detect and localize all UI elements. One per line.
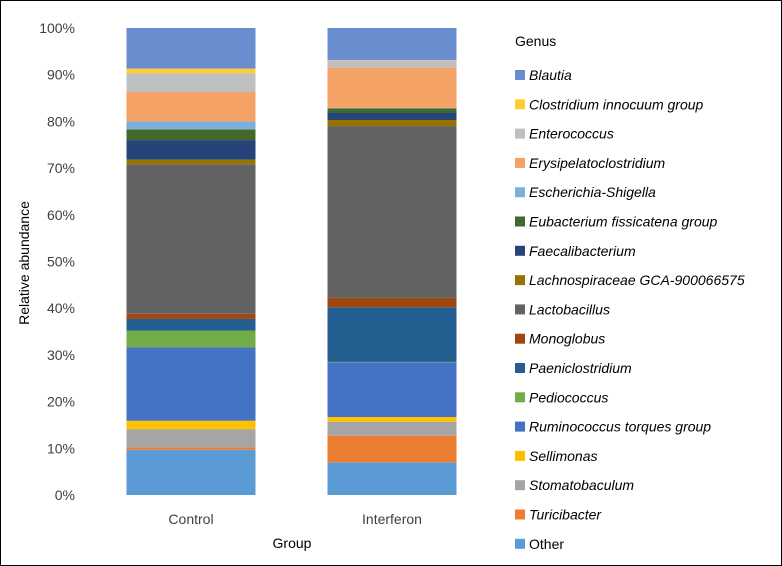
legend-label: Lactobacillus [529,301,610,317]
legend-swatch [515,538,525,549]
y-axis-title: Relative abundance [16,201,32,325]
legend-label: Blautia [529,67,572,83]
y-axis-ticks: 0% 10% 20% 30% 40% 50% 60% 70% 80% 90% 100% [39,20,75,503]
bar-segment [126,159,256,165]
legend-label: Pediococcus [529,389,608,405]
legend-swatch [515,216,525,227]
y-tick-label: 80% [47,113,75,129]
bar-segment [327,60,457,68]
x-axis-ticks: Control Interferon [168,511,422,527]
legend-label: Ruminococcus torques group [529,419,711,435]
legend-swatch [515,128,525,139]
bar-segment [327,126,457,298]
legend-swatch [515,333,525,344]
legend-swatch [515,187,525,198]
bar-segment [327,67,457,108]
bar-segment [327,362,457,418]
bar-segment [327,435,457,463]
legend-swatch [515,450,525,461]
bar-segment [126,28,256,69]
legend-label: Clostridium innocuum group [529,96,704,112]
y-tick-label: 40% [47,300,75,316]
bar-segments [126,28,457,495]
y-tick-label: 100% [39,20,75,36]
y-tick-label: 60% [47,207,75,223]
bar-segment [327,119,457,127]
bar-segment [327,462,457,495]
legend-label: Monoglobus [529,331,605,347]
legend-label: Erysipelatoclostridium [529,155,665,171]
bar-segment [126,313,256,319]
legend-swatch [515,245,525,256]
legend-swatch [515,275,525,286]
legend-swatch [515,304,525,315]
bar-segment [327,108,457,113]
bar-segment [126,73,256,92]
y-tick-label: 10% [47,440,75,456]
legend-label: Escherichia-Shigella [529,184,656,200]
x-tick-label: Interferon [362,511,422,527]
bar-segment [126,140,256,160]
legend-swatch [515,363,525,373]
legend-swatch [515,392,525,403]
bar-segment [126,91,256,122]
bar-segment [126,318,256,331]
bar-segment [327,421,457,436]
y-tick-label: 70% [47,160,75,176]
bar-segment [126,449,256,495]
legend-swatch [515,509,525,520]
bar-segment [126,330,256,348]
legend-swatch [515,157,525,168]
x-tick-label: Control [168,511,213,527]
legend-swatch [515,480,525,491]
bar-segment [327,417,457,422]
legend-label: Enterococcus [529,126,614,142]
legend-swatch [515,421,525,432]
legend-label: Lachnospiraceae GCA-900066575 [529,272,745,288]
y-tick-label: 30% [47,347,75,363]
legend-label: Paeniclostridium [529,360,632,376]
legend-label: Turicibacter [529,507,602,523]
bar-segment [327,307,457,362]
bar-segment [126,429,256,448]
y-tick-label: 0% [55,487,75,503]
y-tick-label: 20% [47,394,75,410]
bar-segment [126,347,256,421]
bar-segment [327,112,457,120]
bar-segment [126,420,256,430]
legend-title: Genus [515,33,556,49]
bar-segment [327,297,457,308]
x-axis-title: Group [273,535,312,551]
bar-segment [126,121,256,130]
bar-segment [126,129,256,141]
legend-swatch [515,99,525,110]
legend: Genus Blautia Clostridium innocuum group E… [515,33,745,552]
bar-segment [126,447,256,450]
legend-label: Sellimonas [529,448,597,464]
bar-segment [126,164,256,314]
bar-segment [126,68,256,74]
legend-label: Eubacterium fissicatena group [529,214,718,230]
y-tick-label: 90% [47,67,75,83]
legend-label: Other [529,536,564,552]
y-tick-label: 50% [47,254,75,270]
legend-label: Faecalibacterium [529,243,636,259]
legend-swatch [515,70,525,80]
bar-segment [327,28,457,61]
legend-label: Stomatobaculum [529,477,634,493]
